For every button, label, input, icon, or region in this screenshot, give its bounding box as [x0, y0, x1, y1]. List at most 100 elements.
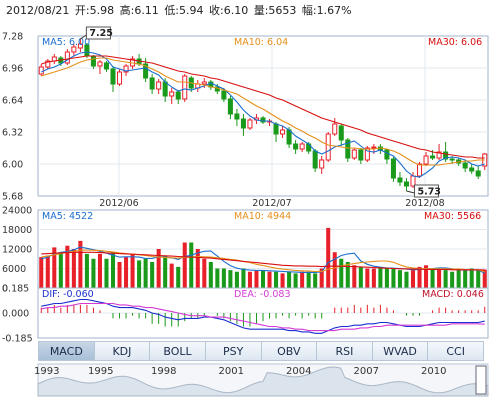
candle-body — [162, 81, 168, 97]
volume-bar — [397, 270, 402, 288]
quote-change: 幅:1.67% — [301, 4, 352, 17]
volume-bar — [182, 242, 187, 288]
price-x-tick: 2012/06 — [99, 198, 138, 209]
volume-bar — [384, 268, 389, 288]
candle-body — [423, 155, 429, 165]
volume-y-tick: 18000 — [2, 225, 32, 236]
tab-rsi[interactable]: RSI — [317, 341, 373, 361]
volume-bar — [404, 271, 409, 288]
price-x-tick: 2012/07 — [252, 198, 291, 209]
volume-bar — [58, 252, 63, 288]
price-y-tick: 6.96 — [2, 64, 23, 75]
tab-macd[interactable]: MACD — [38, 341, 95, 361]
volume-bar — [463, 270, 468, 288]
quote-open: 开:5.98 — [74, 4, 115, 17]
volume-bar — [84, 253, 89, 288]
volume-bar — [476, 270, 481, 288]
volume-bar — [91, 258, 96, 288]
volume-ma10-label: MA10: 4944 — [234, 211, 291, 222]
tab-wvad[interactable]: WVAD — [372, 341, 429, 361]
candle-body — [280, 129, 286, 135]
price-y-tick: 6.32 — [2, 128, 23, 139]
macd-y-tick: 0.185 — [2, 284, 29, 295]
candle-body — [364, 147, 370, 161]
volume-bar — [150, 262, 155, 288]
candle-body — [449, 158, 455, 161]
volume-bar — [163, 255, 168, 288]
volume-bar — [450, 271, 455, 288]
candle-body — [384, 149, 390, 160]
volume-bar — [267, 271, 272, 288]
candle-body — [417, 163, 423, 177]
price-low-pointer — [406, 190, 415, 194]
price-y-tick: 6.64 — [2, 96, 23, 107]
volume-y-tick: 24000 — [2, 206, 32, 217]
volume-bar — [241, 268, 246, 288]
candle-body — [97, 61, 103, 67]
volume-bar — [332, 252, 337, 288]
volume-bar — [97, 253, 102, 288]
volume-ma30-label: MA30: 5566 — [424, 211, 481, 222]
tab-obv[interactable]: OBV — [261, 341, 318, 361]
macd-dif-line — [41, 298, 485, 334]
candle-body — [319, 159, 325, 169]
volume-bar — [319, 268, 324, 288]
volume-bar — [169, 263, 174, 288]
price-high-pointer — [80, 34, 87, 40]
candle-body — [325, 133, 331, 161]
timeline-year-label: 2010 — [421, 366, 446, 377]
candle-body — [293, 143, 299, 150]
volume-bar — [215, 268, 220, 288]
candle-body — [443, 151, 449, 160]
volume-bar — [221, 268, 226, 288]
tab-boll[interactable]: BOLL — [150, 341, 206, 361]
tab-kdj[interactable]: KDJ — [94, 341, 151, 361]
volume-bar — [469, 268, 474, 288]
macd-dea-label: DEA: -0.083 — [234, 289, 291, 300]
volume-y-tick: 12000 — [2, 245, 32, 256]
price-low-label: 5.73 — [417, 187, 440, 198]
candle-body — [436, 151, 442, 159]
timeline-range-handle[interactable] — [475, 365, 487, 395]
macd-value-label: MACD: 0.046 — [422, 289, 484, 300]
quote-header: 2012/08/21 开:5.98 高:6.11 低:5.94 收:6.10 量… — [6, 2, 354, 18]
macd-y-tick: 0.000 — [2, 309, 29, 320]
candle-body — [345, 139, 351, 159]
quote-low: 低:5.94 — [164, 4, 204, 17]
price-low-box — [413, 184, 439, 198]
macd-dea-line — [41, 302, 485, 332]
volume-bar — [176, 266, 181, 288]
volume-bar — [371, 268, 376, 288]
volume-bar — [45, 255, 50, 288]
tab-cci[interactable]: CCI — [428, 341, 484, 361]
candle-body — [273, 123, 279, 135]
volume-bar — [352, 265, 357, 288]
volume-bar — [195, 249, 200, 288]
volume-bar — [124, 257, 129, 288]
quote-close: 收:6.10 — [209, 4, 249, 17]
volume-bar — [313, 273, 318, 288]
volume-bar — [430, 268, 435, 288]
candle-body — [299, 143, 305, 150]
volume-bar — [365, 268, 370, 288]
macd-dif-label: DIF: -0.060 — [42, 289, 94, 300]
volume-ma30-line — [41, 251, 485, 271]
candle-body — [312, 150, 318, 169]
candle-body — [77, 43, 83, 49]
volume-bar — [110, 252, 116, 288]
volume-bar — [345, 262, 350, 288]
price-ma30-line — [41, 55, 485, 159]
volume-y-tick: 6000 — [2, 264, 26, 275]
price-ma10-line — [41, 57, 485, 166]
volume-bar — [410, 270, 416, 288]
volume-bar — [287, 271, 292, 288]
volume-bar — [65, 245, 70, 288]
price-y-tick: 7.28 — [2, 32, 23, 43]
volume-bar — [228, 270, 233, 288]
candle-body — [462, 162, 468, 169]
quote-volume: 量:5653 — [253, 4, 297, 17]
volume-bar — [189, 242, 194, 288]
volume-bar — [78, 240, 83, 288]
tab-psy[interactable]: PSY — [205, 341, 262, 361]
